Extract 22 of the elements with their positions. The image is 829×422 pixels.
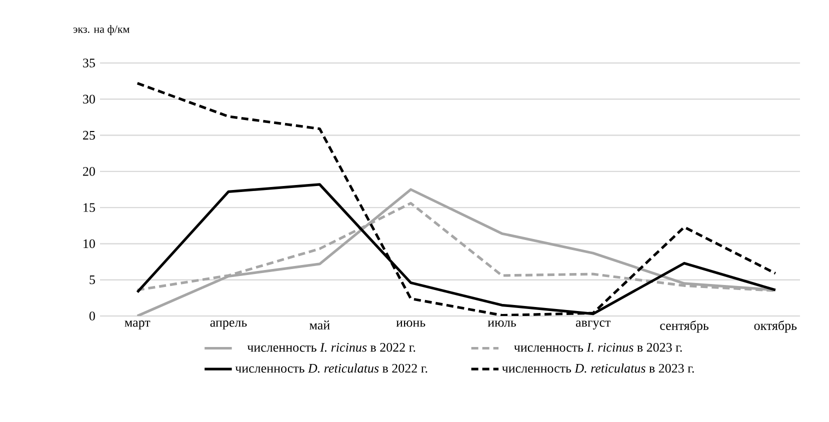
x-tick-label: июнь [396, 320, 426, 327]
legend-label: численность D. reticulatus в 2023 г. [502, 364, 694, 373]
x-tick-label: октябрь [754, 320, 797, 333]
legend-label: численность D. reticulatus в 2022 г. [235, 364, 428, 373]
y-tick-label: 20 [83, 167, 95, 176]
y-tick-label: 5 [90, 276, 95, 284]
x-tick-label: март [124, 320, 150, 330]
x-tick-label: май [310, 320, 330, 330]
y-axis-title: экз. на ф/км [73, 25, 130, 36]
x-tick-label: август [576, 320, 610, 330]
y-tick-label: 15 [84, 203, 95, 212]
y-tick-label: 0 [89, 312, 95, 320]
line-series [136, 82, 777, 316]
legend-label: численность I. ricinus в 2023 г. [514, 342, 682, 352]
y-tick-label: 10 [84, 239, 95, 248]
y-tick-label: 35 [83, 58, 95, 68]
x-tick-label: июль [488, 320, 516, 327]
x-tick-label: апрель [210, 320, 247, 330]
legend-label: численность I. ricinus в 2022 г. [247, 342, 416, 352]
y-tick-label: 30 [83, 94, 95, 104]
x-tick-label: сентябрь [660, 320, 708, 333]
y-tick-label: 25 [83, 130, 95, 140]
